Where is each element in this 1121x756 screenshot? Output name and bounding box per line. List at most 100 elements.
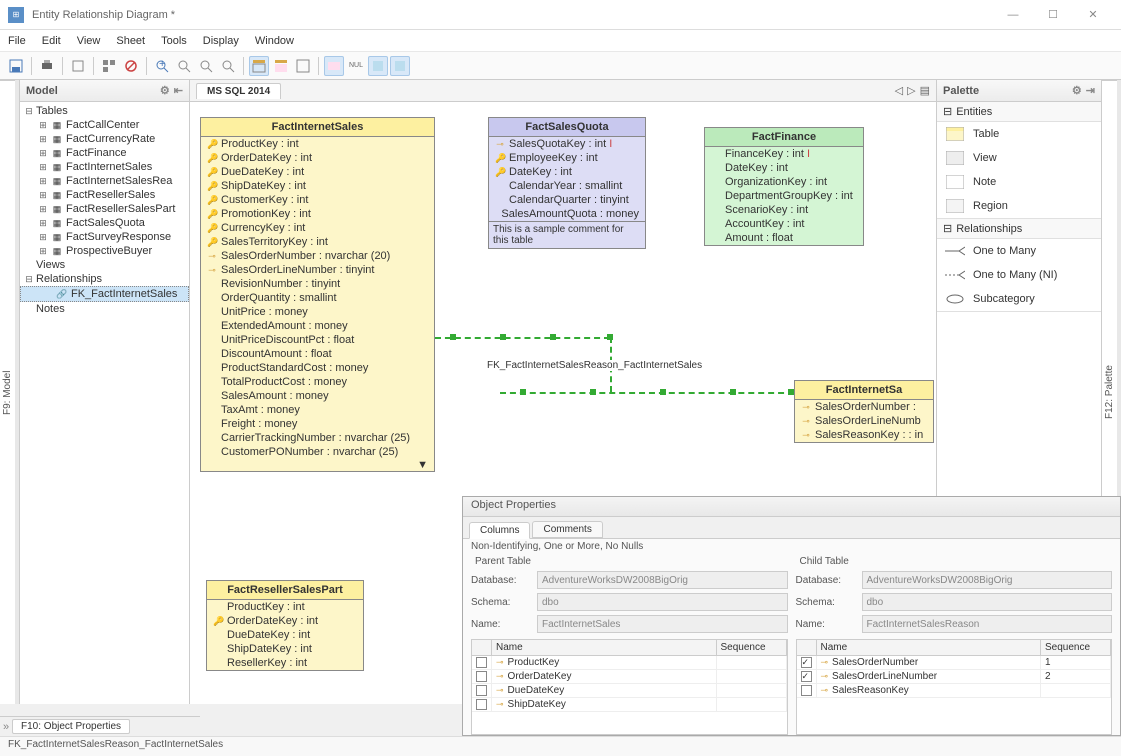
display-mode-1-icon[interactable] xyxy=(249,56,269,76)
checkbox[interactable] xyxy=(476,657,487,668)
parent-schema-field[interactable]: dbo xyxy=(537,593,788,611)
expand-icon[interactable]: » xyxy=(0,721,12,733)
child-database-field[interactable]: AdventureWorksDW2008BigOrig xyxy=(862,571,1113,589)
left-vertical-tabs: F9: Model xyxy=(0,80,20,704)
print-icon[interactable] xyxy=(37,56,57,76)
palette-table[interactable]: Table xyxy=(937,122,1101,146)
model-tree: ⊟Tables ⊞▦FactCallCenter⊞▦FactCurrencyRa… xyxy=(20,102,189,704)
maximize-button[interactable]: ☐ xyxy=(1033,1,1073,29)
display-mode-3-icon[interactable] xyxy=(293,56,313,76)
tree-table-item[interactable]: ⊞▦FactSurveyResponse xyxy=(20,230,189,244)
gear-icon[interactable]: ⚙ xyxy=(160,84,170,97)
zoom-out-icon[interactable] xyxy=(174,56,194,76)
checkbox[interactable] xyxy=(801,685,812,696)
table-row[interactable]: ⊸ ShipDateKey xyxy=(472,698,787,712)
menu-edit[interactable]: Edit xyxy=(42,35,61,47)
tree-table-item[interactable]: ⊞▦FactFinance xyxy=(20,146,189,160)
tree-relationships[interactable]: ⊟Relationships xyxy=(20,272,189,286)
object-properties-panel: Object Properties Columns Comments Non-I… xyxy=(462,496,1121,736)
tree-table-item[interactable]: ⊞▦FactInternetSalesRea xyxy=(20,174,189,188)
menu-tools[interactable]: Tools xyxy=(161,35,187,47)
tree-table-item[interactable]: ⊞▦FactSalesQuota xyxy=(20,216,189,230)
tab-comments[interactable]: Comments xyxy=(532,521,602,538)
tab-object-properties[interactable]: F10: Object Properties xyxy=(12,719,130,734)
close-button[interactable]: ✕ xyxy=(1073,1,1113,29)
table-row[interactable]: ⊸ OrderDateKey xyxy=(472,670,787,684)
titlebar: ⊞ Entity Relationship Diagram * — ☐ ✕ xyxy=(0,0,1121,30)
nav-list-icon[interactable]: ▤ xyxy=(920,84,930,97)
child-schema-field[interactable]: dbo xyxy=(862,593,1113,611)
parent-database-field[interactable]: AdventureWorksDW2008BigOrig xyxy=(537,571,788,589)
vtab-model[interactable]: F9: Model xyxy=(0,80,15,704)
menu-sheet[interactable]: Sheet xyxy=(116,35,145,47)
checkbox[interactable] xyxy=(801,671,812,682)
opt-null-icon[interactable]: NUL xyxy=(346,56,366,76)
zoom-100-icon[interactable] xyxy=(218,56,238,76)
tree-table-item[interactable]: ⊞▦FactCallCenter xyxy=(20,118,189,132)
tree-tables[interactable]: ⊟Tables xyxy=(20,104,189,118)
menu-display[interactable]: Display xyxy=(203,35,239,47)
menu-window[interactable]: Window xyxy=(255,35,294,47)
save-icon[interactable] xyxy=(6,56,26,76)
checkbox[interactable] xyxy=(476,699,487,710)
menu-view[interactable]: View xyxy=(77,35,101,47)
palette-view[interactable]: View xyxy=(937,146,1101,170)
collapse-right-icon[interactable]: ⇥ xyxy=(1086,84,1095,97)
tab-columns[interactable]: Columns xyxy=(469,522,530,539)
nav-prev-icon[interactable]: ◁ xyxy=(895,84,903,97)
display-mode-2-icon[interactable] xyxy=(271,56,291,76)
checkbox[interactable] xyxy=(476,671,487,682)
entity-factsalesquota[interactable]: FactSalesQuota⊸SalesQuotaKey : int I🔑Emp… xyxy=(488,117,646,249)
tree-table-item[interactable]: ⊞▦ProspectiveBuyer xyxy=(20,244,189,258)
palette-region[interactable]: Region xyxy=(937,194,1101,218)
tree-table-item[interactable]: ⊞▦FactResellerSalesPart xyxy=(20,202,189,216)
gear-icon[interactable]: ⚙ xyxy=(1072,84,1082,97)
entity-title: FactInternetSales xyxy=(201,118,434,137)
menubar: File Edit View Sheet Tools Display Windo… xyxy=(0,30,1121,52)
relationship-line xyxy=(500,392,794,394)
table-row[interactable]: ⊸ DueDateKey xyxy=(472,684,787,698)
nav-next-icon[interactable]: ▷ xyxy=(907,84,915,97)
opt-3-icon[interactable] xyxy=(368,56,388,76)
palette-note[interactable]: Note xyxy=(937,170,1101,194)
table-row[interactable]: ⊸ SalesReasonKey xyxy=(797,684,1112,698)
table-row[interactable]: ⊸ ProductKey xyxy=(472,656,787,670)
checkbox[interactable] xyxy=(801,657,812,668)
collapse-left-icon[interactable]: ⇤ xyxy=(174,84,183,97)
entity-factresellersalespart[interactable]: FactResellerSalesPartProductKey : int🔑Or… xyxy=(206,580,364,671)
child-name-field[interactable]: FactInternetSalesReason xyxy=(862,615,1113,633)
table-row[interactable]: ⊸ SalesOrderLineNumber2 xyxy=(797,670,1112,684)
palette-one-to-many[interactable]: One to Many xyxy=(937,239,1101,263)
column-row: 🔑ProductKey : int xyxy=(201,137,434,151)
layout-icon[interactable] xyxy=(99,56,119,76)
tree-relationship-item[interactable]: 🔗FK_FactInternetSales xyxy=(20,286,189,302)
entity-factinternetsa[interactable]: FactInternetSa⊸SalesOrderNumber :⊸SalesO… xyxy=(794,380,934,443)
canvas-tab-active[interactable]: MS SQL 2014 xyxy=(196,83,281,99)
tree-table-item[interactable]: ⊞▦FactCurrencyRate xyxy=(20,132,189,146)
menu-file[interactable]: File xyxy=(8,35,26,47)
entity-factfinance[interactable]: FactFinanceFinanceKey : int IDateKey : i… xyxy=(704,127,864,246)
relationship-label: FK_FactInternetSalesReason_FactInternetS… xyxy=(485,360,704,371)
tree-notes[interactable]: Notes xyxy=(20,302,189,316)
table-row[interactable]: ⊸ SalesOrderNumber1 xyxy=(797,656,1112,670)
tree-table-item[interactable]: ⊞▦FactResellerSales xyxy=(20,188,189,202)
entity-factinternetsales[interactable]: FactInternetSales🔑ProductKey : int🔑Order… xyxy=(200,117,435,472)
zoom-in-icon[interactable]: + xyxy=(152,56,172,76)
opt-1-icon[interactable] xyxy=(324,56,344,76)
forbidden-icon[interactable] xyxy=(121,56,141,76)
tree-table-item[interactable]: ⊞▦FactInternetSales xyxy=(20,160,189,174)
minimize-button[interactable]: — xyxy=(993,1,1033,29)
opt-4-icon[interactable] xyxy=(390,56,410,76)
palette-subcategory[interactable]: Subcategory xyxy=(937,287,1101,311)
checkbox[interactable] xyxy=(476,685,487,696)
column-row: 🔑OrderDateKey : int xyxy=(201,151,434,165)
palette-one-to-many-ni[interactable]: One to Many (NI) xyxy=(937,263,1101,287)
column-row: 🔑PromotionKey : int xyxy=(201,207,434,221)
parent-name-field[interactable]: FactInternetSales xyxy=(537,615,788,633)
object-properties-tabs: Columns Comments xyxy=(463,517,1120,539)
zoom-fit-icon[interactable] xyxy=(196,56,216,76)
box-icon[interactable] xyxy=(68,56,88,76)
tree-views[interactable]: Views xyxy=(20,258,189,272)
palette-relationships-header: ⊟Relationships xyxy=(937,219,1101,239)
column-row: DueDateKey : int xyxy=(207,628,363,642)
